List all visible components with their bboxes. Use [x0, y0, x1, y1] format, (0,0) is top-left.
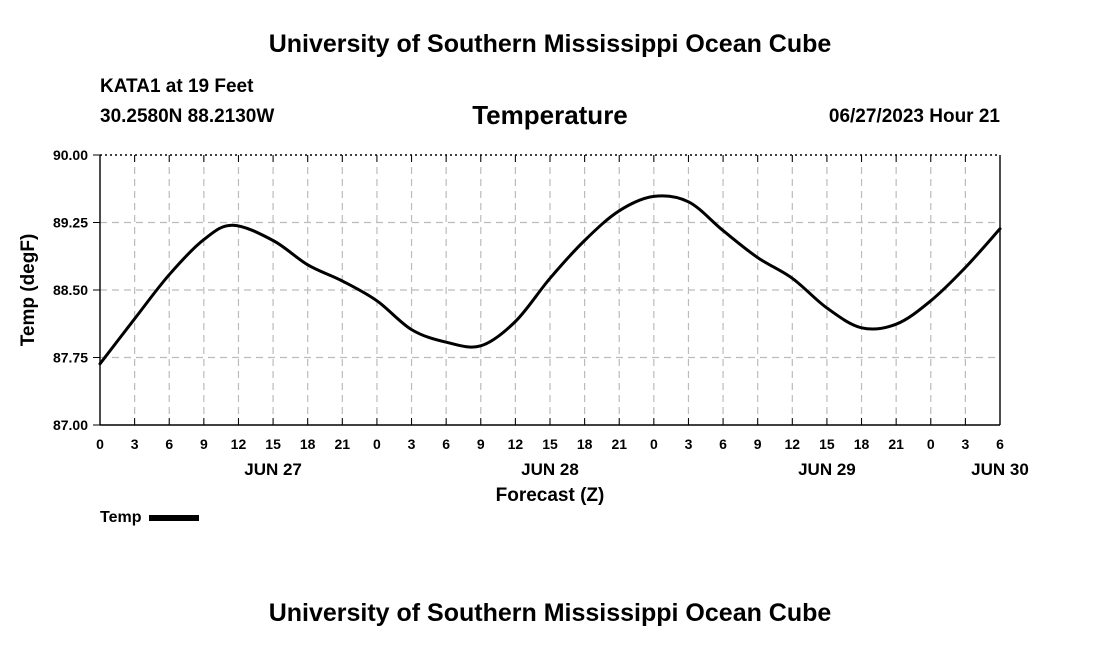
- datetime-label: 06/27/2023 Hour 21: [828, 106, 1000, 127]
- x-tick-label: 3: [961, 436, 969, 452]
- page-title-bottom: University of Southern Mississippi Ocean…: [268, 599, 832, 627]
- x-tick-label: 3: [685, 436, 693, 452]
- x-tick-label: 0: [373, 436, 381, 452]
- x-tick-label: 15: [265, 436, 281, 452]
- station-label: KATA1 at 19 Feet: [100, 76, 254, 97]
- legend-label-temp: Temp: [100, 509, 142, 526]
- x-tick-label: 15: [819, 436, 835, 452]
- page-title-top: University of Southern Mississippi Ocean…: [268, 30, 832, 58]
- coordinates-label: 30.2580N 88.2130W: [100, 106, 275, 127]
- x-tick-label: 6: [996, 436, 1004, 452]
- x-tick-label: 15: [542, 436, 558, 452]
- x-tick-label: 21: [335, 436, 351, 452]
- x-tick-label: 12: [231, 436, 247, 452]
- x-tick-label: 18: [577, 436, 593, 452]
- series-line-temp: [98, 194, 1002, 366]
- x-date-label: JUN 28: [521, 460, 579, 479]
- y-tick-label: 87.75: [53, 350, 88, 366]
- legend-swatch-temp: [149, 515, 200, 521]
- x-tick-label: 21: [888, 436, 904, 452]
- x-date-label: JUN 30: [971, 460, 1029, 479]
- x-tick-label: 18: [300, 436, 316, 452]
- x-tick-label: 3: [408, 436, 416, 452]
- x-tick-label: 0: [96, 436, 104, 452]
- x-tick-label: 6: [165, 436, 173, 452]
- x-tick-label: 0: [927, 436, 935, 452]
- x-tick-label: 6: [719, 436, 727, 452]
- x-tick-label: 6: [442, 436, 450, 452]
- x-tick-label: 12: [508, 436, 524, 452]
- x-axis-label: Forecast (Z): [496, 485, 605, 506]
- chart-title: Temperature: [472, 100, 628, 130]
- x-tick-label: 9: [477, 436, 485, 452]
- y-tick-label: 88.50: [53, 282, 88, 298]
- x-tick-label: 9: [754, 436, 762, 452]
- x-date-label: JUN 27: [244, 460, 302, 479]
- x-tick-label: 3: [131, 436, 139, 452]
- y-tick-label: 90.00: [53, 147, 88, 163]
- x-tick-label: 21: [611, 436, 627, 452]
- y-tick-label: 87.00: [53, 417, 88, 433]
- x-tick-label: 9: [200, 436, 208, 452]
- x-tick-label: 0: [650, 436, 658, 452]
- legend: Temp: [100, 509, 200, 527]
- x-date-label: JUN 29: [798, 460, 856, 479]
- x-tick-label: 12: [785, 436, 801, 452]
- y-axis-label: Temp (degF): [18, 234, 39, 347]
- y-tick-label: 89.25: [53, 215, 88, 231]
- x-tick-label: 18: [854, 436, 870, 452]
